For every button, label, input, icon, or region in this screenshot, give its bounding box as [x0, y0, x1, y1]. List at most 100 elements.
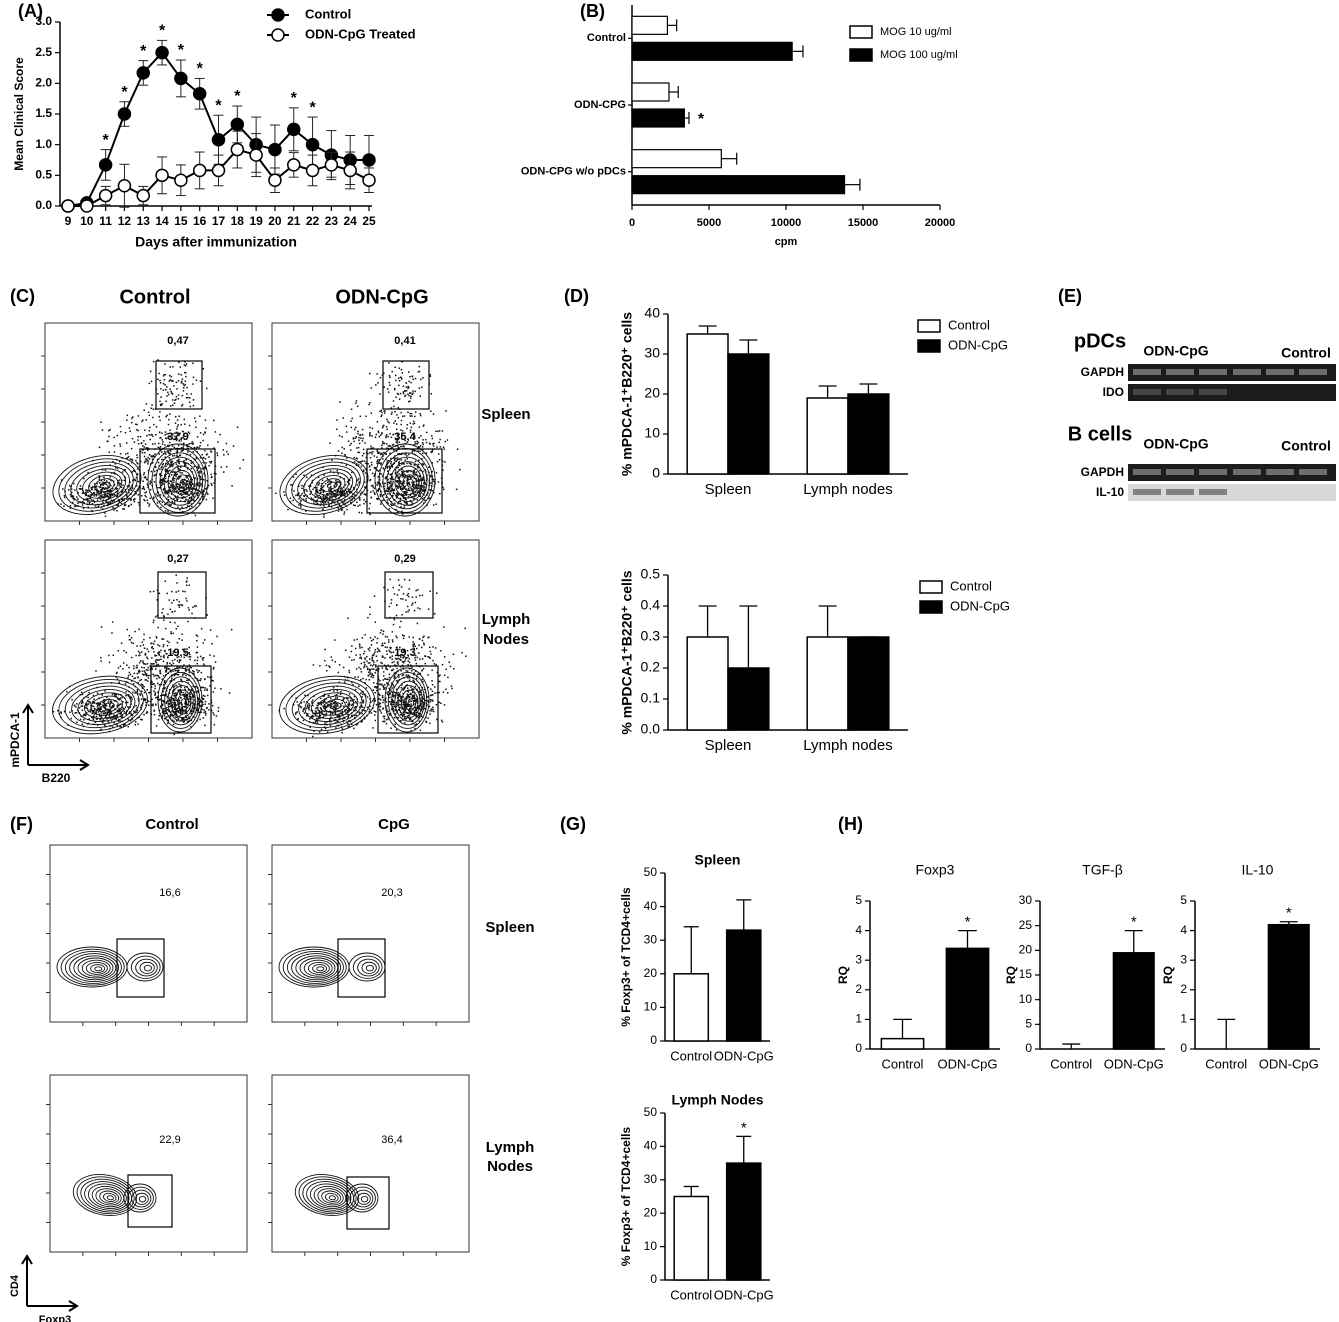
event-dot [396, 467, 398, 469]
event-dot [131, 417, 133, 420]
event-dot [169, 621, 172, 623]
event-dot [143, 647, 146, 649]
event-dot [184, 703, 187, 705]
event-dot [100, 706, 103, 708]
event-dot [187, 468, 189, 470]
event-dot [393, 489, 396, 492]
event-dot [176, 455, 178, 458]
event-dot [331, 495, 334, 498]
event-dot [197, 467, 200, 470]
event-dot [364, 494, 367, 496]
event-dot [420, 378, 422, 381]
event-dot [386, 501, 388, 504]
event-dot [195, 605, 197, 607]
contour [303, 468, 354, 502]
event-dot [184, 699, 187, 702]
event-dot [369, 669, 372, 671]
event-dot [177, 670, 179, 672]
event-dot [117, 720, 120, 723]
event-dot [184, 500, 186, 503]
event-dot [155, 426, 158, 428]
event-dot [417, 441, 419, 444]
event-dot [369, 431, 371, 434]
event-dot [406, 470, 409, 473]
event-dot [145, 712, 148, 715]
event-dot [171, 705, 173, 708]
event-dot [171, 460, 173, 463]
event-dot [431, 437, 434, 440]
event-dot [379, 493, 381, 496]
event-dot [189, 655, 192, 658]
event-dot [300, 504, 302, 507]
event-dot [186, 694, 189, 697]
event-dot [167, 436, 169, 439]
event-dot [369, 478, 372, 481]
event-dot [155, 493, 157, 495]
event-dot [353, 428, 356, 431]
event-dot [314, 713, 316, 715]
event-dot [410, 476, 413, 478]
event-dot [380, 409, 383, 412]
event-dot [352, 504, 355, 506]
event-dot [57, 503, 59, 505]
event-dot [393, 499, 395, 501]
event-dot [414, 485, 417, 487]
event-dot [388, 459, 390, 462]
event-dot [381, 499, 383, 502]
event-dot [383, 442, 386, 445]
event-dot [395, 705, 398, 708]
event-dot [146, 657, 149, 660]
event-dot [188, 717, 191, 720]
event-dot [386, 462, 388, 465]
event-dot [390, 503, 392, 505]
event-dot [169, 688, 171, 691]
event-dot [186, 693, 188, 696]
event-dot [119, 697, 122, 699]
event-dot [140, 698, 143, 701]
event-dot [209, 685, 211, 687]
event-dot [183, 664, 185, 666]
event-dot [416, 479, 418, 482]
event-dot [121, 490, 124, 493]
event-dot [425, 431, 428, 434]
event-dot [85, 489, 88, 492]
event-dot [77, 491, 80, 494]
event-dot [159, 672, 162, 675]
event-dot [130, 637, 133, 639]
event-dot [327, 498, 329, 501]
event-dot [324, 722, 326, 724]
event-dot [118, 707, 120, 710]
event-dot [422, 667, 425, 670]
event-dot [109, 476, 112, 478]
event-dot [338, 497, 340, 500]
event-dot [388, 676, 391, 679]
event-dot [71, 495, 73, 498]
event-dot [189, 405, 192, 408]
event-dot [200, 686, 202, 689]
event-dot [379, 410, 381, 413]
event-dot [387, 391, 390, 393]
event-dot [187, 679, 190, 681]
event-dot [459, 468, 461, 471]
event-dot [212, 691, 215, 693]
event-dot [365, 415, 367, 417]
event-dot [432, 413, 435, 415]
event-dot [185, 696, 188, 698]
event-dot [443, 674, 446, 677]
data-point [287, 158, 301, 172]
data-point [305, 137, 320, 152]
event-dot [175, 381, 178, 384]
event-dot [127, 725, 130, 728]
event-dot [210, 709, 213, 712]
event-dot [109, 493, 111, 496]
event-dot [345, 464, 348, 467]
x-tick-label: 19 [249, 214, 263, 228]
event-dot [401, 468, 403, 471]
event-dot [179, 693, 181, 695]
event-dot [184, 380, 187, 382]
event-dot [115, 466, 117, 469]
event-dot [316, 492, 319, 494]
event-dot [376, 460, 378, 463]
bar [631, 175, 846, 195]
event-dot [169, 504, 171, 506]
